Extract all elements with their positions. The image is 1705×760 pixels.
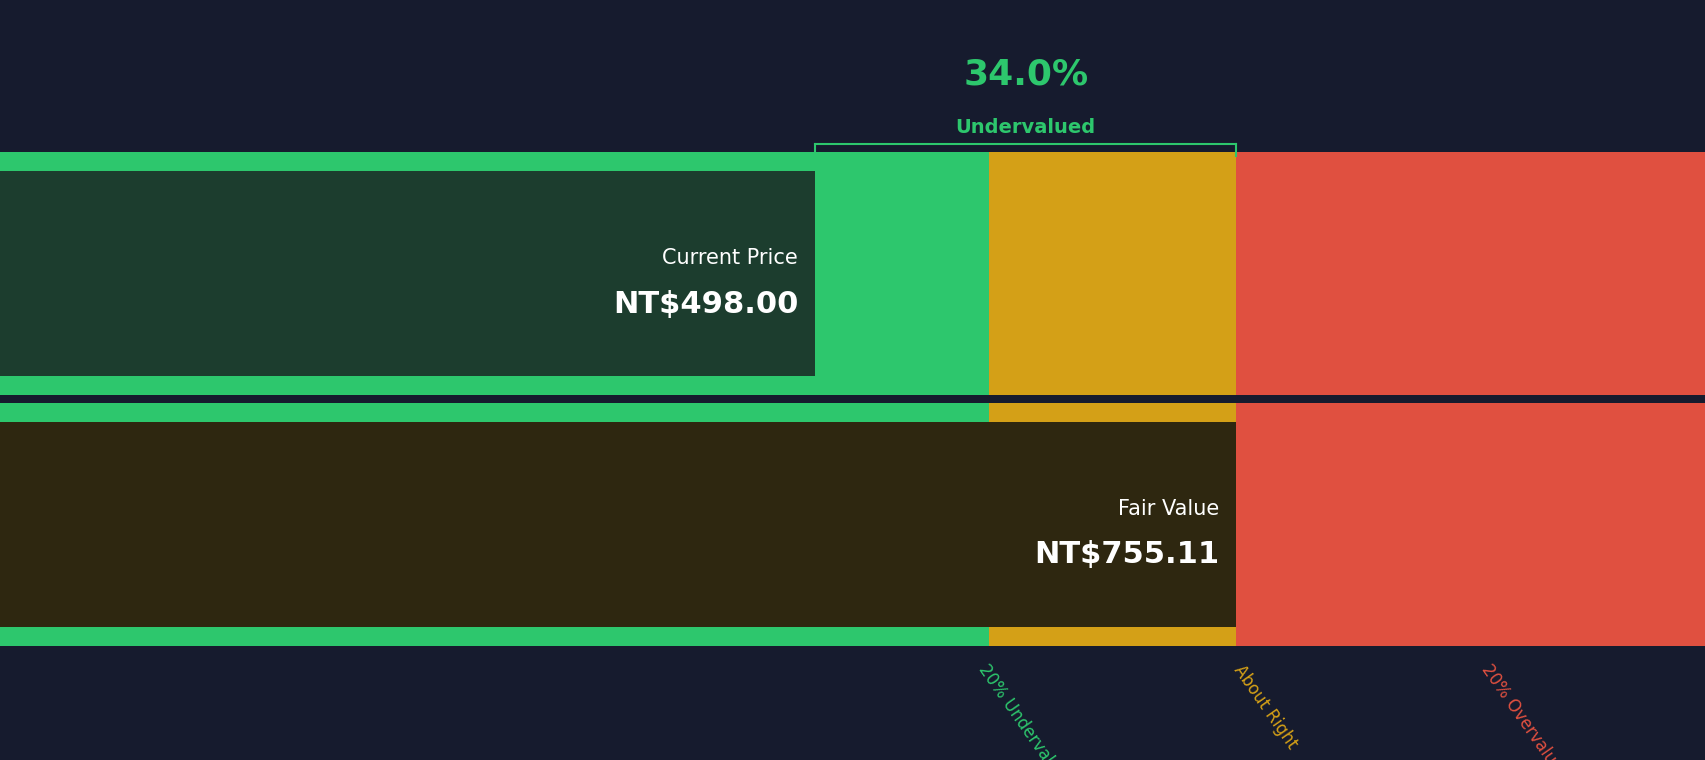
Bar xyxy=(1236,403,1705,646)
Bar xyxy=(0,172,815,375)
Bar xyxy=(989,403,1236,646)
Text: Undervalued: Undervalued xyxy=(955,118,1095,137)
Bar xyxy=(0,423,1236,626)
Bar xyxy=(989,152,1236,395)
Text: 34.0%: 34.0% xyxy=(963,57,1088,91)
Text: 20% Overvalued: 20% Overvalued xyxy=(1477,661,1570,760)
Text: NT$498.00: NT$498.00 xyxy=(612,290,798,318)
Text: NT$755.11: NT$755.11 xyxy=(1033,540,1219,569)
Bar xyxy=(0,403,989,646)
Bar xyxy=(1236,152,1705,395)
Text: Fair Value: Fair Value xyxy=(1117,499,1219,519)
Text: About Right: About Right xyxy=(1229,661,1301,752)
Text: Current Price: Current Price xyxy=(662,249,798,268)
Text: 20% Undervalued: 20% Undervalued xyxy=(974,661,1074,760)
Bar xyxy=(0,152,989,395)
